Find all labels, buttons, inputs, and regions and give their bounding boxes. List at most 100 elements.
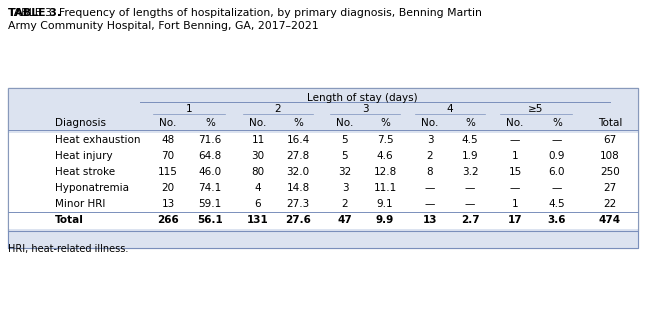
Text: 74.1: 74.1 [199, 183, 222, 193]
Bar [8, 88, 638, 231]
Text: —: — [425, 183, 435, 193]
Text: 12.8: 12.8 [373, 167, 397, 177]
Text: 46.0: 46.0 [199, 167, 221, 177]
Text: %: % [205, 118, 215, 128]
Text: 3.2: 3.2 [462, 167, 478, 177]
Text: 6.0: 6.0 [549, 167, 565, 177]
Text: 8: 8 [426, 167, 433, 177]
Text: 4: 4 [446, 104, 454, 114]
Text: 5: 5 [342, 135, 348, 145]
Text: 4.5: 4.5 [549, 199, 565, 209]
Text: 47: 47 [338, 215, 353, 225]
Text: 9.1: 9.1 [377, 199, 393, 209]
Text: 4.5: 4.5 [462, 135, 478, 145]
Text: Minor HRI: Minor HRI [55, 199, 105, 209]
Text: 2: 2 [342, 199, 348, 209]
Text: 27.8: 27.8 [287, 151, 310, 161]
Text: %: % [293, 118, 303, 128]
Text: 0.9: 0.9 [549, 151, 565, 161]
Text: 11.1: 11.1 [373, 183, 397, 193]
Text: HRI, heat-related illness.: HRI, heat-related illness. [8, 244, 128, 254]
Bar [8, 88, 638, 248]
Text: 2: 2 [426, 151, 433, 161]
Text: —: — [510, 135, 520, 145]
Text: 3: 3 [342, 183, 348, 193]
Text: 2.7: 2.7 [461, 215, 479, 225]
Text: 266: 266 [157, 215, 179, 225]
Text: 2: 2 [275, 104, 281, 114]
Text: TABLE 3.: TABLE 3. [8, 8, 61, 18]
Text: 27.3: 27.3 [287, 199, 310, 209]
Text: Diagnosis: Diagnosis [55, 118, 106, 128]
Text: 20: 20 [162, 183, 175, 193]
Text: 250: 250 [600, 167, 620, 177]
Text: 67: 67 [604, 135, 617, 145]
Text: —: — [552, 135, 562, 145]
Text: 115: 115 [158, 167, 178, 177]
Text: —: — [465, 183, 475, 193]
Text: —: — [510, 183, 520, 193]
Text: 3: 3 [362, 104, 368, 114]
Text: 4: 4 [255, 183, 261, 193]
Text: 32.0: 32.0 [287, 167, 309, 177]
Bar [8, 181, 638, 197]
Text: 13: 13 [422, 215, 437, 225]
Text: Heat injury: Heat injury [55, 151, 113, 161]
Text: 27: 27 [604, 183, 617, 193]
Bar [8, 197, 638, 213]
Text: 16.4: 16.4 [287, 135, 310, 145]
Text: —: — [425, 199, 435, 209]
Text: Army Community Hospital, Fort Benning, GA, 2017–2021: Army Community Hospital, Fort Benning, G… [8, 21, 318, 31]
Text: 108: 108 [600, 151, 620, 161]
Text: 27.6: 27.6 [285, 215, 311, 225]
Text: 30: 30 [252, 151, 265, 161]
Text: 3.6: 3.6 [548, 215, 566, 225]
Text: 1: 1 [512, 199, 518, 209]
Text: 48: 48 [161, 135, 175, 145]
Text: 15: 15 [509, 167, 521, 177]
Text: 4.6: 4.6 [377, 151, 393, 161]
Text: 474: 474 [599, 215, 621, 225]
Text: 131: 131 [247, 215, 269, 225]
Text: No.: No. [159, 118, 177, 128]
Text: 80: 80 [252, 167, 265, 177]
Text: 13: 13 [161, 199, 175, 209]
Text: 56.1: 56.1 [197, 215, 223, 225]
Text: No.: No. [336, 118, 354, 128]
Text: Total: Total [598, 118, 622, 128]
Text: 6: 6 [255, 199, 261, 209]
Bar [8, 149, 638, 165]
Text: Length of stay (days): Length of stay (days) [307, 93, 418, 103]
Text: 9.9: 9.9 [376, 215, 394, 225]
Text: 1: 1 [512, 151, 518, 161]
Text: Total: Total [55, 215, 84, 225]
Text: 7.5: 7.5 [377, 135, 393, 145]
Text: —: — [552, 183, 562, 193]
Text: No.: No. [421, 118, 439, 128]
Text: TABLE 3. Frequency of lengths of hospitalization, by primary diagnosis, Benning : TABLE 3. Frequency of lengths of hospita… [8, 8, 482, 18]
Text: %: % [380, 118, 390, 128]
Text: —: — [465, 199, 475, 209]
Text: %: % [552, 118, 562, 128]
Text: ≥5: ≥5 [529, 104, 543, 114]
Bar [8, 213, 638, 229]
Text: 71.6: 71.6 [199, 135, 222, 145]
Text: 14.8: 14.8 [287, 183, 310, 193]
Text: Hyponatremia: Hyponatremia [55, 183, 129, 193]
Text: 3: 3 [426, 135, 433, 145]
Text: 1.9: 1.9 [462, 151, 478, 161]
Text: No.: No. [507, 118, 523, 128]
Text: No.: No. [249, 118, 267, 128]
Bar [8, 165, 638, 181]
Text: 17: 17 [508, 215, 522, 225]
Text: 32: 32 [338, 167, 351, 177]
Text: %: % [465, 118, 475, 128]
Text: 1: 1 [186, 104, 192, 114]
Bar [8, 133, 638, 149]
Text: 5: 5 [342, 151, 348, 161]
Text: Heat exhaustion: Heat exhaustion [55, 135, 140, 145]
Text: 11: 11 [252, 135, 265, 145]
Text: 22: 22 [604, 199, 617, 209]
Bar [8, 88, 638, 248]
Text: 70: 70 [162, 151, 175, 161]
